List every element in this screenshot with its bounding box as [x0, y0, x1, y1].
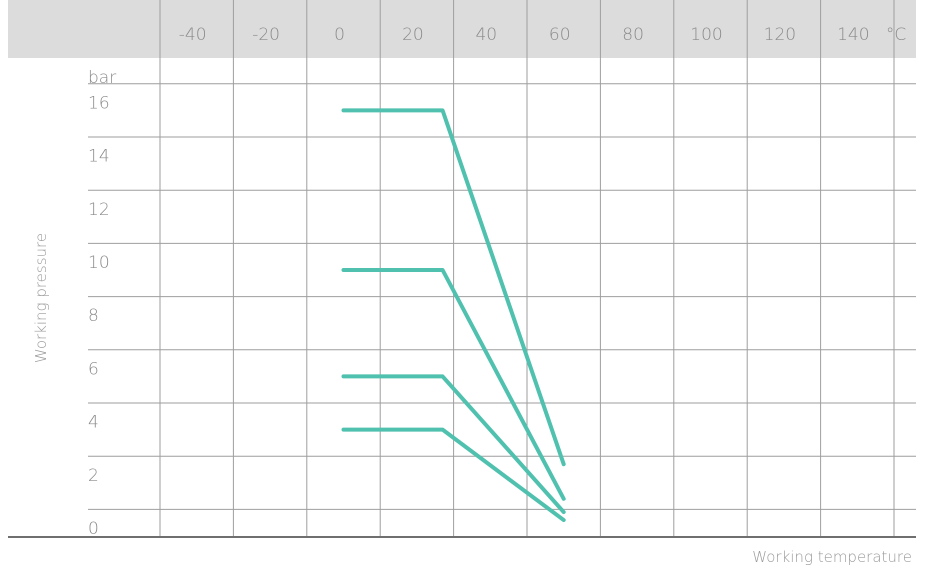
header-band	[8, 0, 916, 58]
grid	[88, 0, 916, 537]
x-tick-label: 80	[622, 25, 644, 45]
x-tick-label: -40	[179, 25, 207, 45]
y-tick-label: 8	[88, 306, 99, 326]
y-axis-title: Working pressure	[32, 233, 50, 363]
y-tick-label: 6	[88, 359, 99, 379]
x-tick-label: 40	[475, 25, 497, 45]
y-tick-label: 0	[88, 519, 99, 539]
y-tick-label: 4	[88, 413, 99, 433]
x-tick-label: 0	[334, 25, 345, 45]
y-tick-label: 10	[88, 253, 110, 273]
series-line-1	[341, 108, 566, 467]
y-axis-ticks: 0 2 4 6 8 10 12 14 16	[88, 93, 110, 539]
series-line-4	[341, 427, 566, 523]
x-unit-label: °C	[886, 25, 906, 45]
y-tick-label: 2	[88, 466, 99, 486]
x-axis-ticks: -40 -20 0 20 40 60 80 100 120 140	[179, 25, 870, 45]
y-tick-label: 12	[88, 200, 110, 220]
y-unit-label: bar	[88, 68, 116, 88]
series	[341, 108, 566, 523]
x-tick-label: 60	[549, 25, 571, 45]
x-tick-label: -20	[252, 25, 280, 45]
x-tick-label: 100	[690, 25, 722, 45]
x-tick-label: 120	[764, 25, 796, 45]
x-axis-title: Working temperature	[752, 548, 912, 566]
x-tick-label: 140	[837, 25, 869, 45]
y-tick-label: 14	[88, 147, 110, 167]
series-line-2	[341, 268, 566, 501]
series-line-3	[341, 374, 566, 515]
x-tick-label: 20	[402, 25, 424, 45]
y-tick-label: 16	[88, 93, 110, 113]
